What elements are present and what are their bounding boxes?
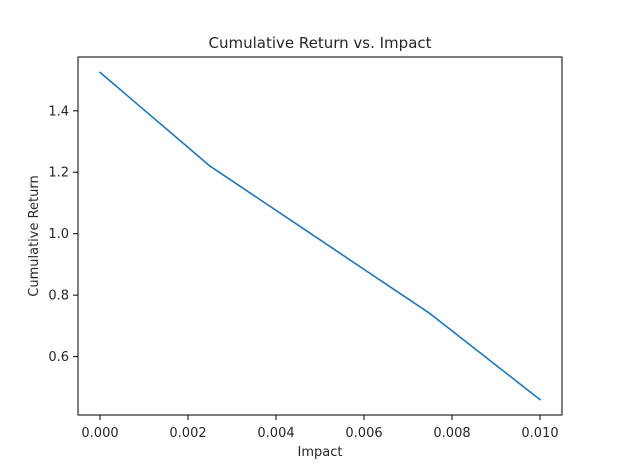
y-tick-label: 1.2: [48, 166, 69, 181]
x-axis-ticks: 0.000 0.002 0.004 0.006 0.008 0.010: [81, 415, 559, 441]
y-tick-label: 1.0: [48, 227, 69, 242]
data-point: [319, 239, 321, 241]
y-axis-ticks: 0.6 0.8 1.0 1.2 1.4: [48, 104, 78, 365]
data-point: [539, 398, 541, 401]
x-tick-label: 0.000: [81, 426, 118, 441]
x-tick-label: 0.006: [345, 426, 382, 441]
data-point: [429, 312, 431, 315]
data-point: [209, 165, 211, 167]
x-tick-label: 0.004: [257, 426, 294, 441]
chart-title: Cumulative Return vs. Impact: [208, 34, 431, 52]
data-point: [99, 71, 101, 74]
series-line: [99, 71, 541, 401]
y-tick-label: 1.4: [48, 104, 69, 119]
plot-frame: [77, 56, 563, 416]
x-tick-label: 0.002: [169, 426, 206, 441]
series-layer: [99, 71, 541, 401]
x-tick-label: 0.008: [433, 426, 470, 441]
y-tick-label: 0.6: [48, 350, 69, 365]
x-tick-label: 0.010: [521, 426, 558, 441]
x-axis-label: Impact: [298, 445, 343, 460]
y-tick-label: 0.8: [48, 289, 69, 304]
y-axis-label: Cumulative Return: [27, 175, 42, 296]
